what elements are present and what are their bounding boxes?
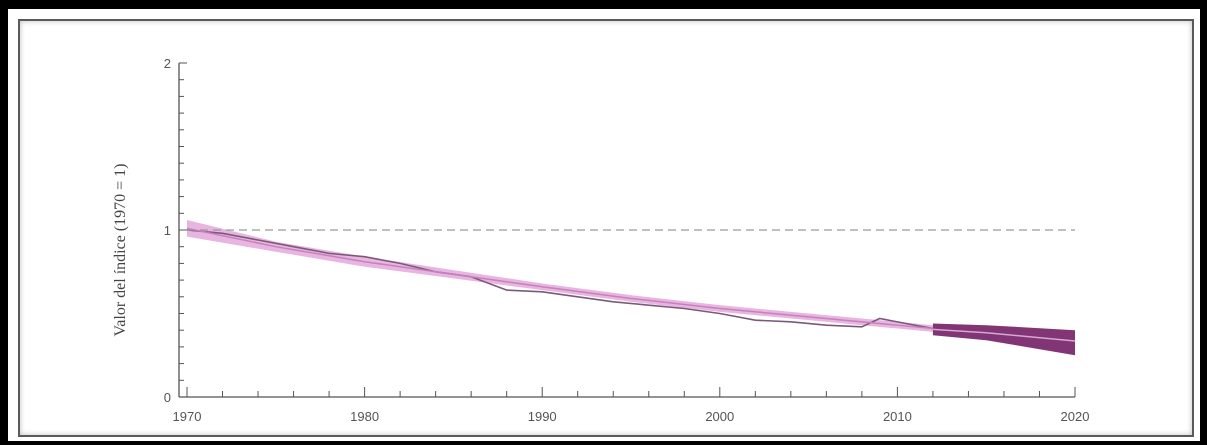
index-series-line [186, 229, 934, 330]
index-line-chart: 0 1 2 1970 1980 1990 2000 2010 2020 Valor del ín… [112, 56, 1090, 424]
x-tick-label: 1980 [350, 409, 379, 424]
chart-panel: 0 1 2 1970 1980 1990 2000 2010 2020 Valor del ín… [18, 19, 1194, 437]
ticks-layer: 0 1 2 1970 1980 1990 2000 2010 2020 [164, 56, 1090, 424]
y-axis-label: Valor del índice (1970 = 1) [112, 164, 129, 337]
lines-layer [186, 227, 1076, 342]
axes-layer [178, 63, 1075, 398]
projection-band-midline [932, 328, 1076, 342]
confidence-band-midline [186, 227, 933, 330]
y-tick-label: 2 [164, 56, 171, 71]
confidence-band [187, 219, 933, 332]
x-tick-label: 1990 [528, 409, 557, 424]
y-tick-label: 0 [164, 390, 171, 405]
y-tick-label: 1 [164, 223, 171, 238]
bands-layer [187, 219, 1075, 356]
x-tick-label: 2010 [883, 409, 912, 424]
x-tick-label: 2000 [705, 409, 734, 424]
x-tick-label: 1970 [173, 409, 202, 424]
x-tick-label: 2020 [1061, 409, 1090, 424]
